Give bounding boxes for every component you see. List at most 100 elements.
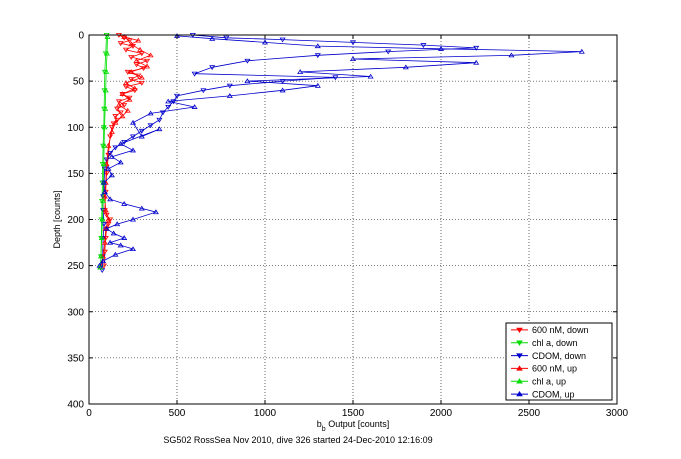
data-point: [128, 69, 135, 74]
data-point: [165, 104, 172, 110]
data-point: [244, 58, 251, 64]
legend-marker: [516, 327, 523, 334]
data-point: [133, 58, 140, 63]
x-axis-label-rest: Output [counts]: [326, 419, 390, 429]
legend-label: 600 nM, up: [532, 364, 577, 374]
data-point: [508, 52, 515, 58]
x-tick-label: 3000: [606, 408, 629, 419]
data-point: [402, 64, 409, 70]
x-tick-label: 1000: [254, 408, 277, 419]
series-line: [100, 36, 152, 268]
data-point: [191, 71, 198, 77]
data-point: [102, 207, 109, 213]
data-point: [297, 69, 304, 74]
x-tick-label: 1500: [342, 408, 365, 419]
x-axis-label: bb Output [counts]: [317, 419, 389, 433]
data-point: [138, 205, 145, 211]
data-point: [105, 216, 112, 222]
data-point: [138, 74, 145, 80]
y-tick-label: 50: [73, 77, 85, 88]
data-point: [128, 55, 135, 60]
data-point: [152, 209, 159, 215]
data-point: [105, 165, 112, 171]
data-point: [156, 117, 163, 123]
data-point: [226, 83, 233, 89]
series-3: [97, 34, 154, 270]
legend-label: chl a, down: [532, 338, 578, 348]
data-point: [138, 128, 145, 134]
data-point: [437, 46, 445, 51]
data-point: [209, 65, 216, 71]
data-point: [100, 198, 107, 204]
data-point: [112, 119, 119, 125]
data-point: [97, 253, 104, 259]
data-point: [122, 80, 129, 85]
data-point: [129, 119, 137, 125]
data-point: [105, 142, 112, 148]
series-layer: [96, 32, 585, 274]
x-tick-label: 2000: [430, 408, 453, 419]
data-point: [170, 99, 177, 105]
y-tick-label: 350: [67, 353, 84, 364]
data-point: [117, 159, 124, 165]
data-point: [126, 96, 133, 102]
data-point: [100, 179, 107, 185]
data-point: [473, 45, 480, 51]
data-point: [135, 37, 142, 43]
series-1: [97, 32, 110, 271]
y-tick-label: 150: [67, 169, 84, 180]
y-tick-label: 0: [78, 31, 84, 42]
legend-marker: [516, 353, 523, 359]
data-point: [223, 35, 230, 41]
data-point: [226, 93, 233, 98]
figure-caption: SG502 RossSea Nov 2010, dive 326 started…: [163, 435, 432, 445]
data-point: [112, 114, 119, 120]
data-point: [200, 88, 207, 94]
data-point: [107, 239, 114, 245]
data-point: [107, 196, 114, 202]
data-point: [165, 98, 172, 104]
data-point: [129, 216, 137, 222]
y-tick-label: 100: [67, 123, 84, 134]
data-point: [100, 222, 107, 227]
data-point: [314, 53, 321, 59]
data-point: [124, 107, 131, 113]
data-point: [108, 125, 115, 131]
data-point: [420, 43, 427, 48]
data-point: [101, 193, 108, 199]
legend-marker: [516, 390, 523, 397]
series-line: [100, 34, 107, 268]
data-point: [138, 133, 145, 139]
data-point: [128, 41, 135, 47]
data-point: [156, 126, 163, 132]
data-point: [314, 82, 321, 88]
ticks: 0 500 1000 1500 2000 2500 3000 0 50 100 150 200 250 3…: [67, 31, 628, 420]
data-point: [129, 246, 137, 252]
data-point: [244, 78, 251, 84]
data-point: [349, 56, 357, 61]
data-point: [104, 34, 111, 39]
data-point: [137, 46, 144, 52]
data-point: [279, 37, 286, 43]
series-line: [99, 36, 108, 268]
data-point: [115, 102, 122, 108]
legend-label: CDOM, down: [532, 351, 586, 361]
data-point: [473, 59, 480, 65]
data-point: [101, 239, 108, 245]
y-tick-label: 300: [67, 307, 84, 318]
data-point: [128, 77, 135, 83]
data-point: [117, 141, 124, 146]
data-point: [138, 80, 145, 86]
legend-marker: [516, 365, 523, 371]
data-point: [103, 50, 110, 56]
data-point: [126, 95, 133, 101]
data-point: [121, 103, 128, 108]
x-tick-label: 500: [169, 408, 186, 419]
data-point: [107, 217, 114, 223]
data-point: [114, 221, 121, 227]
data-point: [279, 87, 286, 93]
data-point: [122, 47, 129, 53]
data-point: [98, 235, 105, 240]
data-point: [159, 110, 166, 116]
data-point: [138, 51, 145, 57]
